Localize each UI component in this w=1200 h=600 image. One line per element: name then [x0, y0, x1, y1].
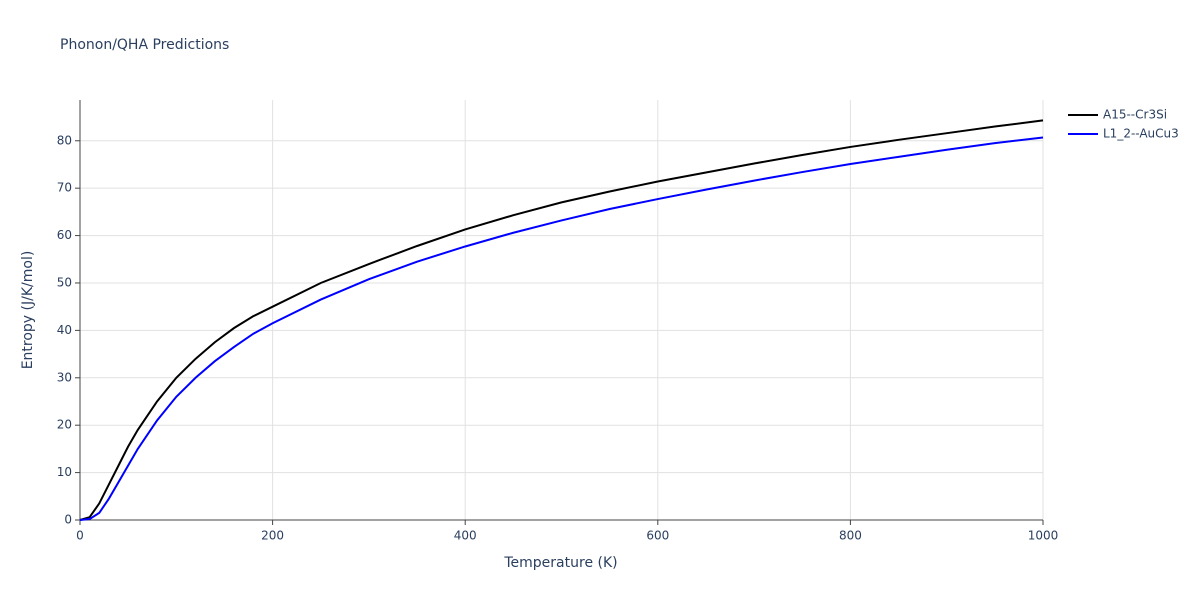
series-line [79, 119, 1044, 521]
x-tick-label: 400 [454, 529, 477, 543]
series-line [79, 136, 1044, 521]
x-tick-label: 1000 [1028, 529, 1059, 543]
x-tick-label: 600 [646, 529, 669, 543]
x-tick-label: 800 [839, 529, 862, 543]
y-axis-title: Entropy (J/K/mol) [20, 251, 36, 370]
y-tick-label: 40 [57, 323, 72, 337]
y-tick-label: 10 [57, 465, 72, 479]
y-tick-label: 50 [57, 275, 72, 289]
y-tick-label: 30 [57, 370, 72, 384]
y-tick-label: 0 [64, 513, 72, 527]
x-axis-title: Temperature (K) [503, 555, 617, 571]
legend-label: L1_2--AuCu3 [1103, 127, 1179, 141]
y-tick-label: 20 [57, 418, 72, 432]
x-tick-label: 200 [261, 529, 284, 543]
chart-title: Phonon/QHA Predictions [60, 37, 229, 53]
y-tick-label: 80 [57, 133, 72, 147]
legend-label: A15--Cr3Si [1103, 108, 1167, 122]
y-tick-label: 70 [57, 181, 72, 195]
y-tick-label: 60 [57, 228, 72, 242]
x-tick-label: 0 [76, 529, 84, 543]
